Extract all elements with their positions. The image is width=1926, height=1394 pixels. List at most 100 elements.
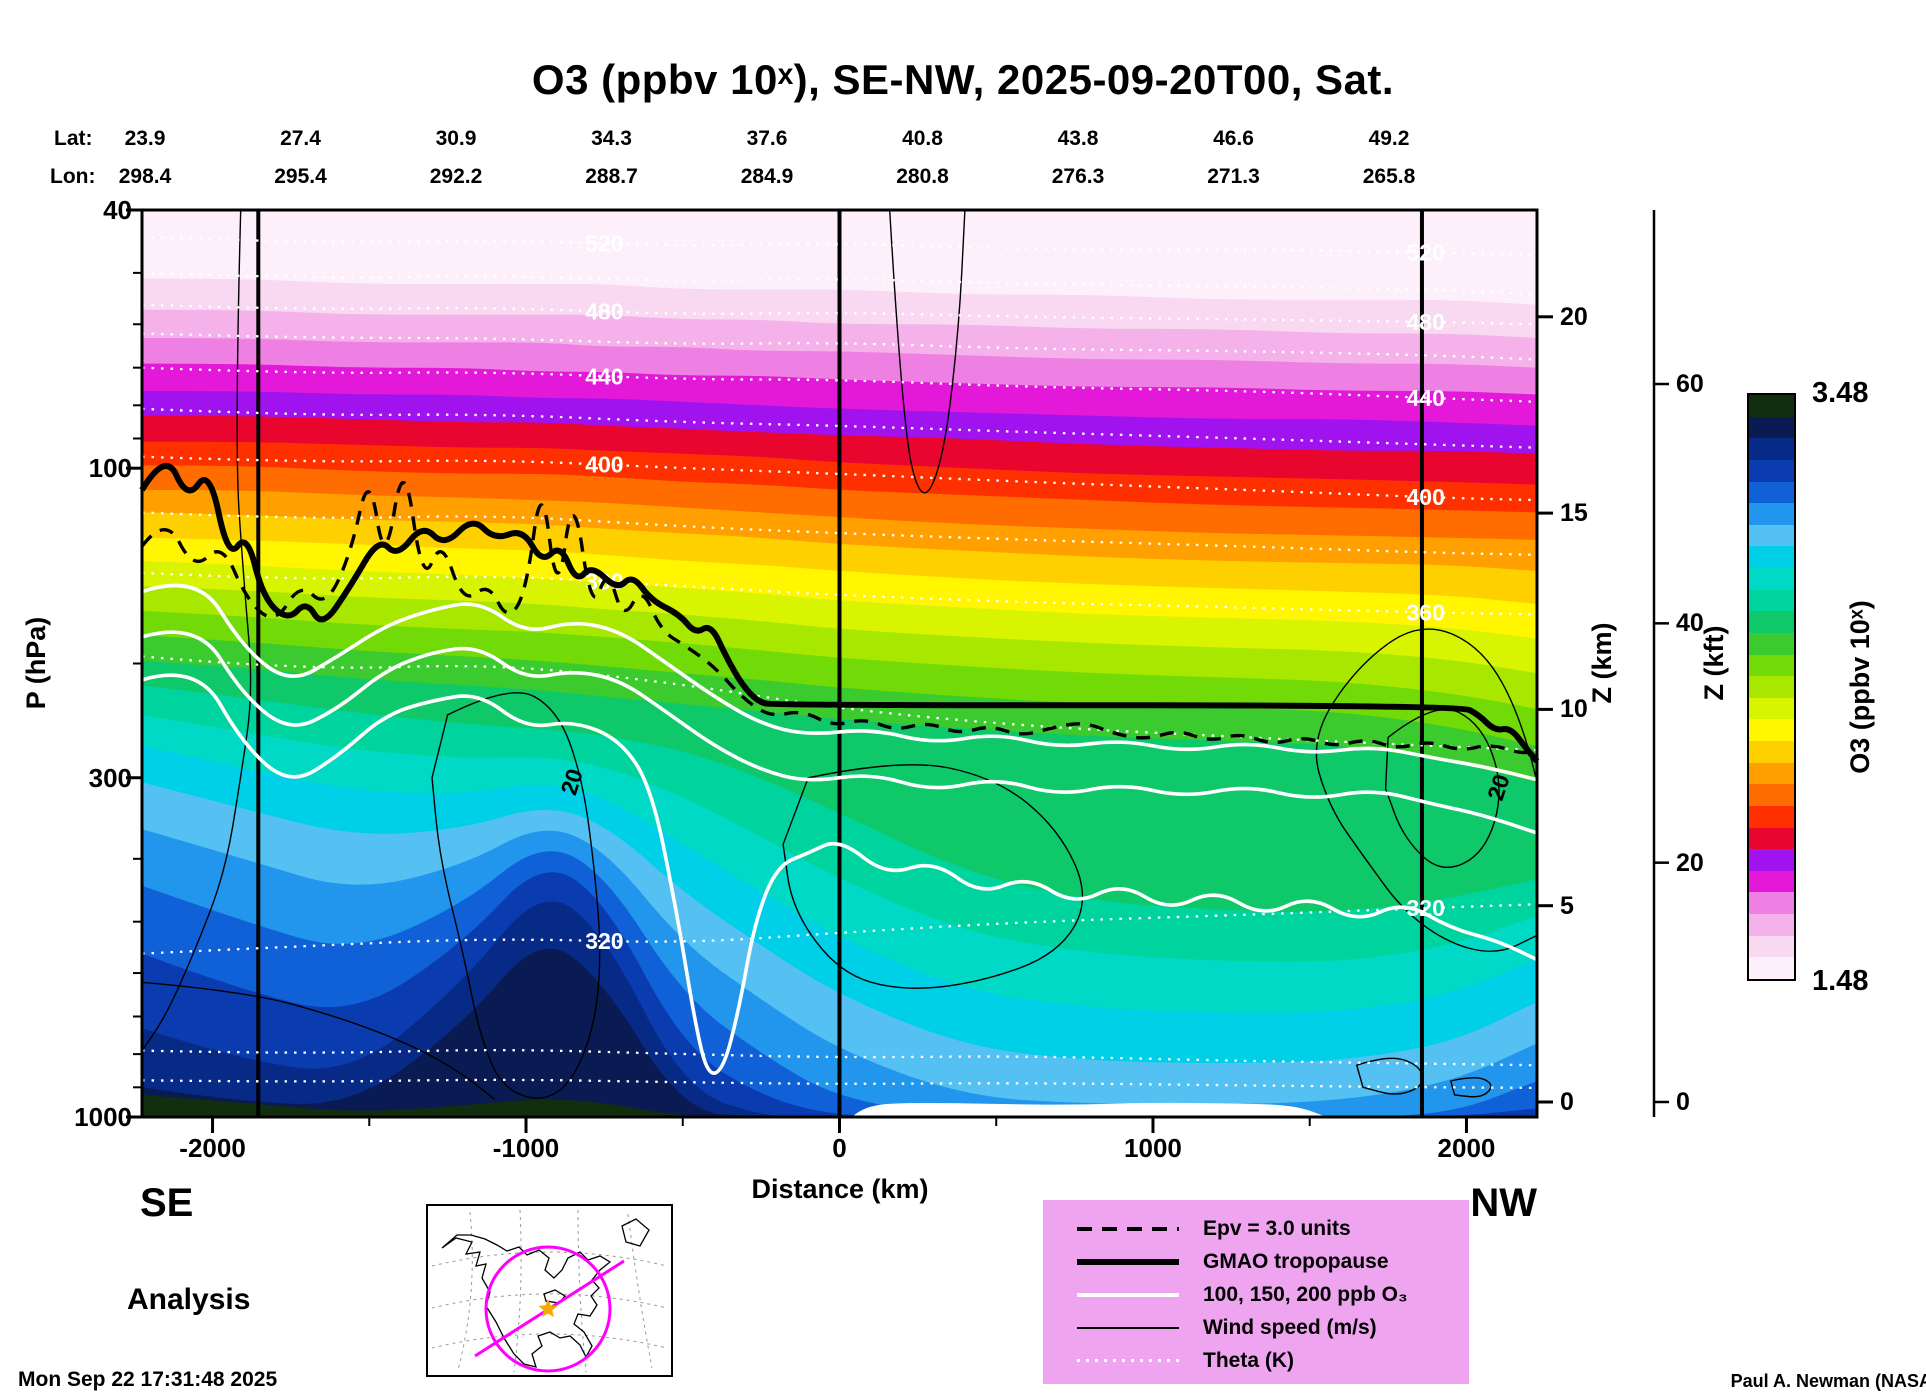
lat-value: 23.9 — [124, 127, 166, 150]
colorbar-max-label: 3.48 — [1812, 377, 1869, 409]
o3-band — [142, 1095, 1537, 1117]
credit: Paul A. Newman (NASA — [1730, 1371, 1926, 1391]
wind-speed-contour — [1355, 1057, 1424, 1095]
colorbar-step — [1749, 827, 1794, 850]
theta-contour-label: 320 — [585, 928, 623, 954]
theta-contour — [141, 366, 1538, 403]
analysis-label: Analysis — [127, 1283, 251, 1316]
chart-title: O3 (ppbv 10ˣ), SE-NW, 2025-09-20T00, Sat… — [531, 56, 1395, 103]
theta-contour-label: 520 — [585, 231, 623, 257]
legend-sample-thin-black — [1077, 1326, 1179, 1329]
graticule-line — [431, 1333, 668, 1349]
wind-speed-contour — [782, 764, 1084, 989]
wind-speed-contour — [141, 981, 496, 1101]
theta-contour — [141, 455, 1538, 502]
graticule-line — [431, 1251, 668, 1267]
graticule-line — [627, 1213, 653, 1369]
colorbar-step — [1749, 741, 1794, 763]
inset-frame — [426, 1204, 673, 1377]
colorbar-step — [1749, 805, 1794, 828]
legend-sample-dashed-black — [1077, 1226, 1179, 1231]
epv-contour — [140, 481, 1538, 755]
zkm-tick-label: 15 — [1560, 499, 1588, 528]
colorbar — [1747, 393, 1796, 981]
wind-speed-contour — [1315, 628, 1538, 952]
theta-contour-label: 440 — [1407, 385, 1445, 411]
lat-value: 27.4 — [280, 127, 321, 150]
colorbar-step — [1749, 957, 1794, 979]
timestamp: Mon Sep 22 17:31:48 2025 — [18, 1368, 278, 1391]
colorbar-step — [1749, 632, 1794, 655]
legend-row: Wind speed (m/s) — [1043, 1311, 1469, 1344]
tropopause-line — [139, 462, 1540, 764]
distance-tick-label: -1000 — [492, 1133, 560, 1163]
colorbar-step — [1749, 481, 1794, 504]
lon-value: 288.7 — [585, 165, 638, 188]
theta-contour-label: 400 — [585, 452, 623, 478]
colorbar-min-label: 1.48 — [1812, 965, 1869, 997]
colorbar-step — [1749, 459, 1794, 482]
surface-gap — [852, 1102, 1327, 1117]
theta-contour — [141, 407, 1538, 449]
swath-circle — [484, 1245, 612, 1373]
colorbar-step — [1749, 762, 1794, 785]
zkft-tick-label: 60 — [1676, 370, 1704, 398]
colorbar-step — [1749, 395, 1794, 417]
legend-sample-dotted-white — [1077, 1359, 1179, 1362]
legend-box: Epv = 3.0 units GMAO tropopause 100, 150, … — [1043, 1200, 1469, 1384]
legend-sample-thick-black — [1077, 1258, 1179, 1265]
pressure-tick-label: 1000 — [74, 1102, 132, 1132]
zkft-tick-label: 40 — [1676, 609, 1704, 638]
coastline — [441, 1234, 612, 1368]
wind-speed-contour — [1449, 1077, 1492, 1098]
colorbar-step — [1749, 546, 1794, 568]
theta-contour — [141, 903, 1538, 955]
lat-value: 34.3 — [591, 127, 632, 150]
lon-value: 284.9 — [740, 165, 794, 188]
colorbar-step — [1749, 676, 1794, 698]
zkft-tick-label: 0 — [1676, 1088, 1690, 1116]
distance-axis-label: Distance (km) — [751, 1174, 929, 1204]
lon-value: 292.2 — [429, 165, 483, 188]
colorbar-step — [1749, 524, 1794, 547]
colorbar-step — [1749, 719, 1794, 741]
pressure-tick-label: 100 — [88, 453, 132, 484]
graticule-line — [431, 1293, 668, 1309]
colorbar-step — [1749, 870, 1794, 893]
colorbar-step — [1749, 892, 1794, 914]
zkm-tick-label: 0 — [1560, 1088, 1574, 1116]
colorbar-axis-label: O3 (ppbv 10ˣ) — [1845, 600, 1875, 774]
legend-label: Wind speed (m/s) — [1203, 1315, 1377, 1339]
wind-speed-contour — [141, 209, 252, 1051]
theta-contour-label: 440 — [585, 363, 623, 389]
legend-row: Theta (K) — [1043, 1344, 1469, 1377]
o3-ppb-contour — [141, 673, 1538, 1075]
theta-contour — [141, 271, 1538, 296]
lat-value: 30.9 — [435, 127, 477, 150]
lon-value: 265.8 — [1362, 165, 1416, 188]
theta-contour-label: 480 — [1407, 309, 1445, 335]
lon-axis-prefix: Lon: — [50, 165, 96, 188]
lon-value: 295.4 — [274, 165, 327, 188]
lat-value: 43.8 — [1057, 127, 1099, 150]
legend-sample-white-line — [1077, 1292, 1179, 1297]
legend-label: Epv = 3.0 units — [1203, 1216, 1351, 1240]
graticule-line — [457, 1211, 473, 1371]
theta-contour-label: 520 — [1407, 239, 1445, 265]
wind-speed-contour — [431, 692, 601, 1099]
lon-value: 280.8 — [896, 165, 949, 188]
wind-speed-contour — [889, 209, 966, 494]
colorbar-step — [1749, 654, 1794, 677]
legend-label: GMAO tropopause — [1203, 1249, 1389, 1273]
legend-label: Theta (K) — [1203, 1348, 1294, 1372]
theta-contour — [141, 1049, 1538, 1067]
zkft-axis-label: Z (kft) — [1699, 625, 1729, 701]
legend-label: 100, 150, 200 ppb O₃ — [1203, 1282, 1408, 1306]
zkm-tick-label: 5 — [1560, 891, 1574, 920]
lat-value: 49.2 — [1368, 127, 1410, 150]
theta-contour — [141, 1078, 1538, 1090]
lat-axis-prefix: Lat: — [54, 127, 93, 150]
lon-value: 298.4 — [118, 165, 172, 188]
o3-ppb-contour — [141, 583, 1538, 782]
